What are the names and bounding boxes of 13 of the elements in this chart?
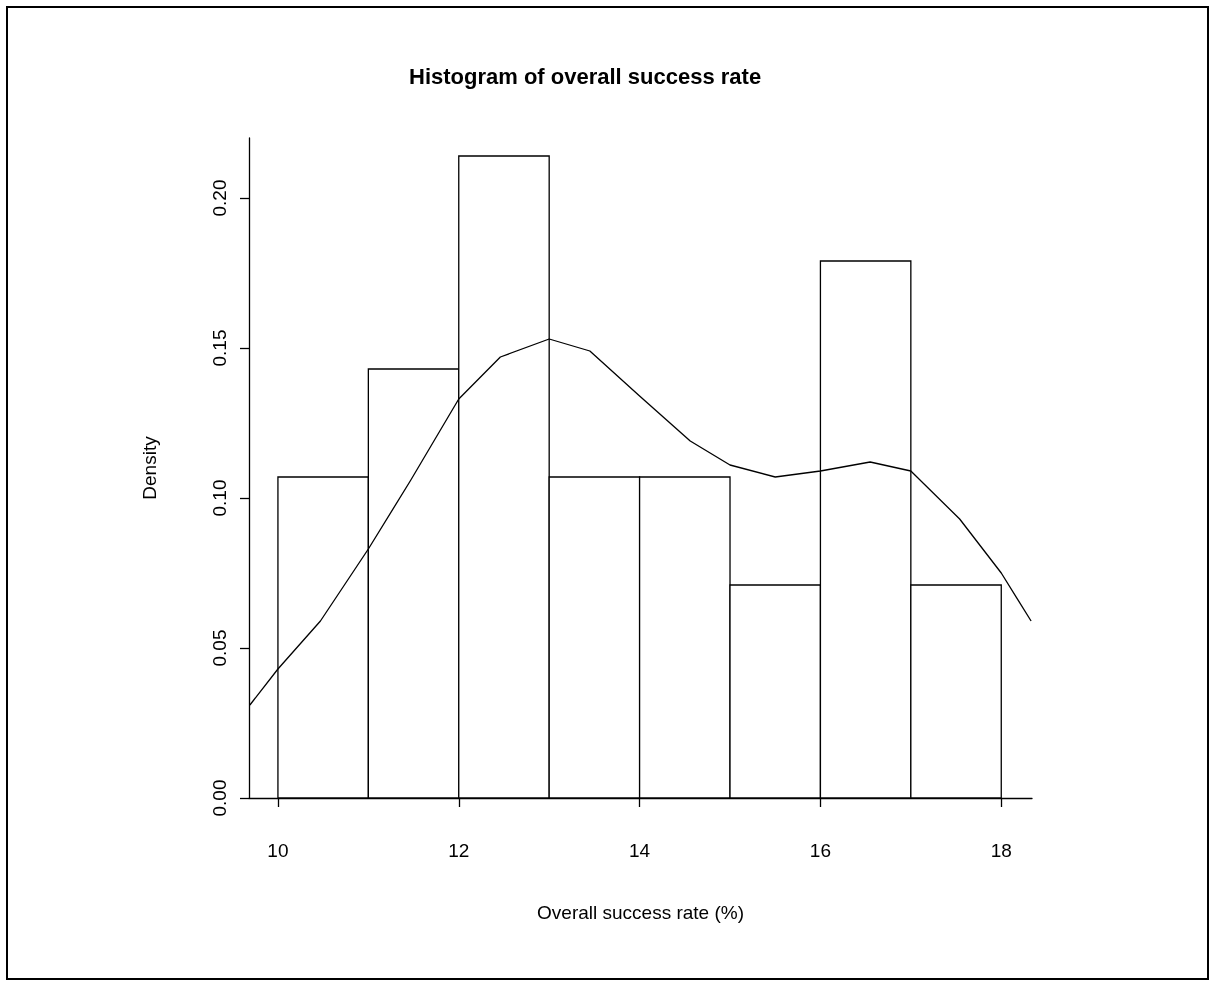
x-tick-label: 14 bbox=[629, 840, 651, 861]
y-tick-label: 0.05 bbox=[209, 629, 230, 667]
y-axis-title: Density bbox=[139, 435, 160, 500]
y-tick-label: 0.00 bbox=[209, 779, 230, 817]
x-axis-title: Overall success rate (%) bbox=[537, 902, 744, 923]
y-tick-label: 0.20 bbox=[209, 179, 230, 217]
y-tick-label: 0.15 bbox=[209, 329, 230, 367]
x-tick-label: 16 bbox=[809, 840, 831, 861]
x-tick-label: 18 bbox=[990, 840, 1012, 861]
x-tick-label: 10 bbox=[267, 840, 289, 861]
chart-title: Histogram of overall success rate bbox=[409, 63, 762, 89]
y-tick-label: 0.10 bbox=[209, 479, 230, 517]
x-tick-label: 12 bbox=[448, 840, 470, 861]
